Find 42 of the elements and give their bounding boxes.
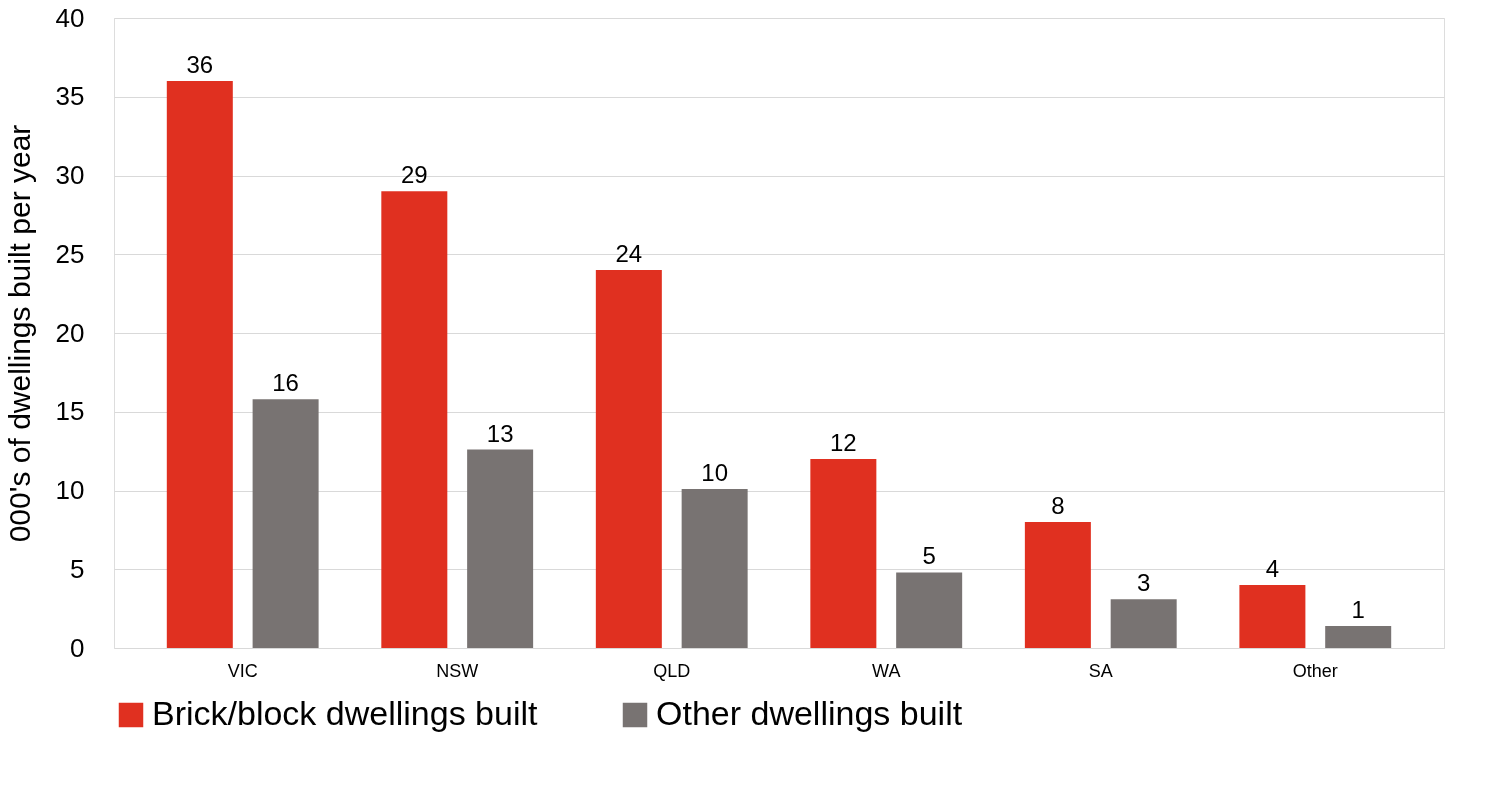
x-tick-label: Other bbox=[1292, 660, 1338, 681]
y-tick-label: 30 bbox=[55, 160, 85, 190]
y-tick-label: 40 bbox=[55, 2, 85, 33]
bar bbox=[381, 191, 448, 648]
y-tick-label: 20 bbox=[55, 317, 85, 348]
bar bbox=[896, 572, 963, 648]
x-tick-label: SA bbox=[1088, 660, 1113, 681]
y-tick-label: 25 bbox=[55, 238, 85, 269]
y-tick-label: 10 bbox=[55, 475, 85, 505]
data-label: 1 bbox=[1351, 595, 1365, 623]
legend-label: Brick/block dwellings built bbox=[152, 694, 539, 732]
bar bbox=[810, 459, 877, 648]
legend-label: Other dwellings built bbox=[656, 694, 963, 732]
x-tick-label: QLD bbox=[653, 660, 691, 681]
data-label: 29 bbox=[400, 161, 428, 189]
data-label: 36 bbox=[186, 51, 214, 78]
bar bbox=[252, 399, 319, 648]
x-tick-label: VIC bbox=[227, 660, 258, 681]
data-label: 24 bbox=[615, 240, 643, 267]
data-label: 10 bbox=[701, 458, 728, 486]
bar bbox=[1110, 599, 1177, 648]
bar bbox=[1325, 625, 1392, 648]
data-label: 16 bbox=[272, 369, 299, 397]
y-axis-title: 000's of dwellings built per year bbox=[2, 124, 36, 543]
y-tick-label: 0 bbox=[70, 632, 85, 663]
x-tick-label: WA bbox=[872, 660, 901, 681]
bar bbox=[681, 488, 748, 648]
x-tick-label: NSW bbox=[436, 660, 479, 681]
bar bbox=[467, 449, 534, 648]
y-tick-label: 35 bbox=[55, 81, 85, 112]
y-tick-label: 5 bbox=[70, 553, 85, 584]
y-tick-label: 15 bbox=[55, 396, 85, 427]
data-label: 3 bbox=[1137, 569, 1151, 597]
bar bbox=[166, 81, 233, 648]
data-label: 13 bbox=[486, 419, 514, 447]
data-label: 4 bbox=[1265, 555, 1280, 582]
data-label: 5 bbox=[922, 542, 936, 570]
data-label: 8 bbox=[1051, 492, 1065, 519]
bar bbox=[1024, 522, 1091, 648]
bar bbox=[595, 270, 662, 648]
data-label: 12 bbox=[830, 429, 857, 456]
bar bbox=[1239, 585, 1306, 648]
